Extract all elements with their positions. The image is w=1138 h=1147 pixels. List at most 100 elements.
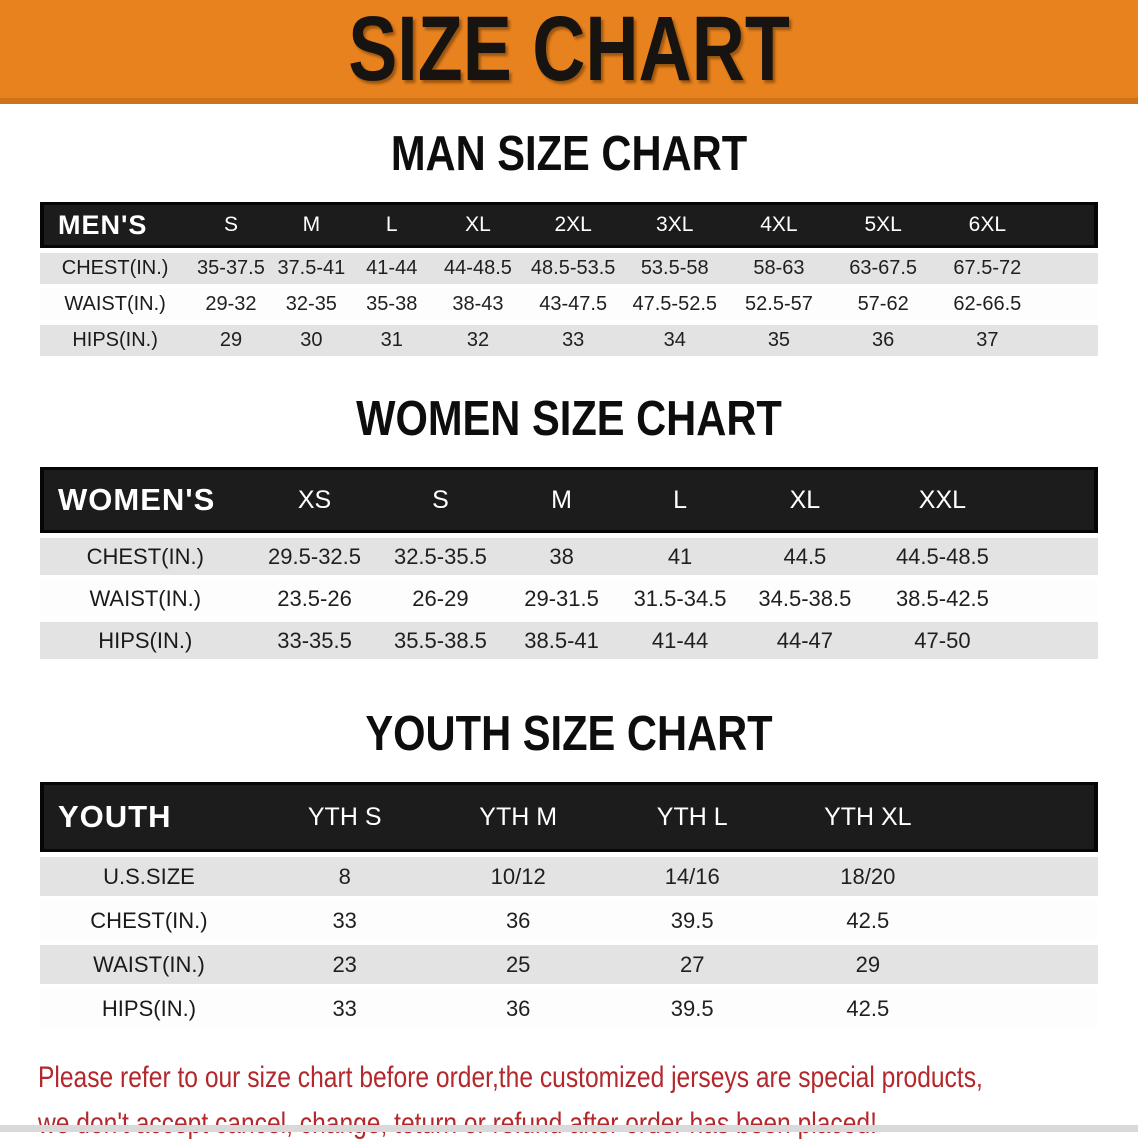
size-value-cell: 47-50 — [914, 627, 971, 653]
size-column-header: YTH M — [431, 782, 605, 852]
mens-chart-title: MAN SIZE CHART — [390, 127, 748, 181]
row-spacer-cell — [956, 901, 1098, 940]
size-value-cell: 39.5 — [670, 907, 714, 933]
row-spacer-cell — [1040, 289, 1098, 320]
row-spacer-cell — [1014, 622, 1098, 659]
size-column-header: YTH L — [604, 782, 780, 852]
disclaimer-line-1: Please refer to our size chart before or… — [38, 1061, 983, 1094]
row-label: U.S.SIZE — [103, 863, 195, 889]
row-label: CHEST(IN.) — [86, 543, 204, 569]
row-label: HIPS(IN.) — [101, 995, 197, 1021]
size-column-header: YTH S — [257, 782, 432, 852]
measurement-row: WAIST(IN.) 23.5-26 26-29 29-31.5 31.5-34.5 34… — [40, 580, 1098, 617]
row-spacer-cell — [1014, 580, 1098, 617]
size-column-header: M — [271, 202, 352, 248]
size-value-cell: 14/16 — [664, 863, 720, 889]
size-chart-banner: SIZE CHART — [0, 0, 1138, 104]
size-value-cell: 44-48.5 — [444, 257, 512, 279]
size-value-cell: 58-63 — [753, 257, 805, 279]
table-corner-label: YOUTH — [40, 782, 258, 852]
size-column-header: S — [190, 202, 272, 248]
bottom-strip — [0, 1125, 1138, 1132]
size-column-header: 5XL — [831, 202, 935, 248]
youth-size-section: YOUTH SIZE CHART YOUTH YTH S YTH M YTH L YTH… — [0, 710, 1138, 1033]
womens-chart-title: WOMEN SIZE CHART — [356, 392, 782, 446]
youth-chart-title: YOUTH SIZE CHART — [365, 707, 773, 761]
size-value-cell: 10/12 — [490, 863, 546, 889]
mens-size-section: MAN SIZE CHART MEN'S S M L XL 2XL 3XL 4XL 5XL 6XL… — [0, 130, 1138, 361]
size-column-header: 4XL — [726, 202, 832, 248]
womens-size-section: WOMEN SIZE CHART WOMEN'S XS S M L XL XXL CHEST(… — [0, 395, 1138, 664]
measurement-row: WAIST(IN.) 29-32 32-35 35-38 38-43 43-47.5 47.… — [40, 289, 1098, 320]
size-value-cell: 44.5-48.5 — [895, 543, 989, 569]
size-value-cell: 29.5-32.5 — [268, 543, 362, 569]
row-label: WAIST(IN.) — [93, 951, 205, 977]
size-value-cell: 34.5-38.5 — [758, 585, 852, 611]
size-value-cell: 38-43 — [452, 293, 504, 315]
row-label: CHEST(IN.) — [90, 907, 208, 933]
size-value-cell: 34 — [663, 329, 686, 351]
size-value-cell: 35-38 — [366, 293, 418, 315]
size-value-cell: 37.5-41 — [277, 257, 346, 279]
size-column-header: 6XL — [934, 202, 1040, 248]
size-value-cell: 8 — [338, 863, 351, 889]
size-column-header: 2XL — [523, 202, 623, 248]
size-header-row: YOUTH YTH S YTH M YTH L YTH XL — [40, 782, 1098, 852]
size-value-cell: 38.5-42.5 — [895, 585, 989, 611]
row-spacer-cell — [1014, 538, 1098, 575]
measurement-row: CHEST(IN.) 29.5-32.5 32.5-35.5 38 41 44.5 44.5… — [40, 538, 1098, 575]
row-spacer-cell — [1040, 325, 1098, 356]
size-value-cell: 35 — [767, 329, 791, 351]
measurement-row: U.S.SIZE 8 10/12 14/16 18/20 — [40, 857, 1098, 896]
size-value-cell: 37 — [976, 329, 999, 351]
size-column-header: XL — [432, 202, 524, 248]
size-value-cell: 32 — [466, 329, 490, 351]
size-value-cell: 43-47.5 — [539, 293, 608, 315]
size-column-header: YTH XL — [779, 782, 957, 852]
size-column-header: 3XL — [622, 202, 727, 248]
size-value-cell: 39.5 — [670, 995, 714, 1021]
size-value-cell: 62-66.5 — [953, 293, 1022, 315]
size-value-cell: 38.5-41 — [524, 627, 599, 653]
size-value-cell: 38 — [549, 543, 574, 569]
size-value-cell: 53.5-58 — [640, 257, 709, 279]
size-value-cell: 35.5-38.5 — [393, 627, 487, 653]
measurement-row: WAIST(IN.) 23 25 27 29 — [40, 945, 1098, 984]
size-value-cell: 57-62 — [857, 293, 909, 315]
size-value-cell: 44-47 — [776, 627, 834, 653]
size-value-cell: 25 — [505, 951, 531, 977]
size-value-cell: 52.5-57 — [745, 293, 813, 315]
disclaimer: Please refer to our size chart before or… — [38, 1055, 983, 1147]
size-value-cell: 48.5-53.5 — [530, 257, 616, 279]
size-value-cell: 36 — [872, 329, 895, 351]
row-label: WAIST(IN.) — [64, 293, 166, 315]
size-value-cell: 31 — [380, 329, 403, 351]
header-spacer-cell — [956, 782, 1098, 852]
size-value-cell: 44.5 — [783, 543, 827, 569]
size-value-cell: 26-29 — [412, 585, 469, 611]
size-column-header: L — [620, 467, 740, 533]
size-value-cell: 41 — [667, 543, 693, 569]
womens-size-table: WOMEN'S XS S M L XL XXL CHEST(IN.) 29.5-32.5 32.5… — [40, 462, 1098, 664]
size-value-cell: 35-37.5 — [197, 257, 265, 279]
size-value-cell: 33 — [562, 329, 585, 351]
size-value-cell: 41-44 — [366, 257, 418, 279]
size-value-cell: 33 — [332, 907, 357, 933]
size-value-cell: 36 — [505, 995, 531, 1021]
size-value-cell: 18/20 — [840, 863, 896, 889]
measurement-row: HIPS(IN.) 33-35.5 35.5-38.5 38.5-41 41-44 44-… — [40, 622, 1098, 659]
size-value-cell: 29 — [855, 951, 881, 977]
mens-size-table: MEN'S S M L XL 2XL 3XL 4XL 5XL 6XL CHEST(IN.) 35-37… — [40, 197, 1098, 361]
measurement-row: CHEST(IN.) 33 36 39.5 42.5 — [40, 901, 1098, 940]
size-value-cell: 29-32 — [205, 293, 257, 315]
size-value-cell: 29-31.5 — [524, 585, 599, 611]
size-value-cell: 36 — [505, 907, 531, 933]
size-column-header: XXL — [870, 467, 1015, 533]
row-label: HIPS(IN.) — [98, 627, 193, 653]
size-value-cell: 23 — [332, 951, 357, 977]
size-column-header: L — [351, 202, 433, 248]
disclaimer-line-2: we don't accept cancel, change, teturn o… — [38, 1107, 877, 1140]
size-value-cell: 33 — [332, 995, 357, 1021]
size-value-cell: 23.5-26 — [277, 585, 352, 611]
size-header-row: WOMEN'S XS S M L XL XXL — [40, 467, 1098, 533]
